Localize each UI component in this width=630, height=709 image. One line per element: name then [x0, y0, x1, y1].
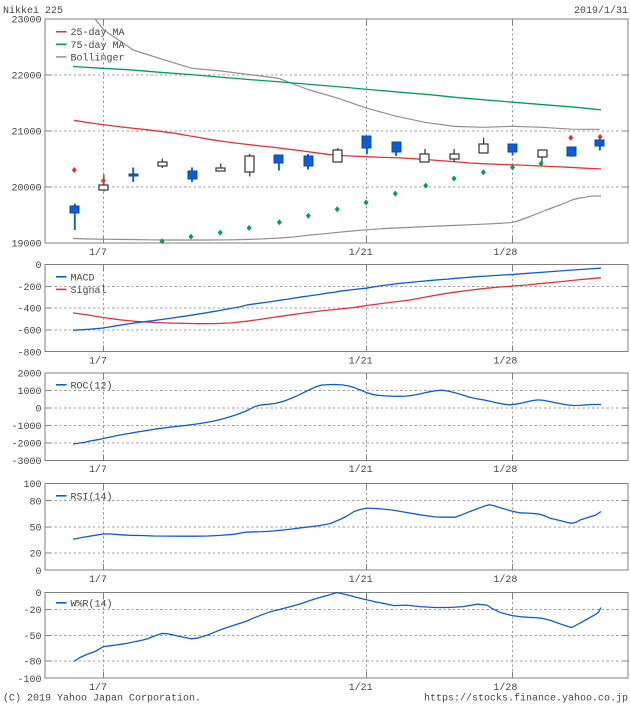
- svg-text:W%R(14): W%R(14): [71, 598, 113, 610]
- svg-text:1/28: 1/28: [493, 574, 517, 586]
- svg-text:-400: -400: [17, 305, 41, 316]
- svg-text:75-day MA: 75-day MA: [71, 40, 125, 52]
- svg-text:MACD: MACD: [71, 273, 95, 284]
- svg-text:Nikkei 225: Nikkei 225: [3, 5, 63, 17]
- svg-text:100: 100: [23, 480, 41, 491]
- svg-text:1/7: 1/7: [89, 247, 107, 259]
- svg-text:0: 0: [35, 567, 41, 578]
- svg-text:ROC(12): ROC(12): [71, 380, 113, 392]
- svg-text:-200: -200: [17, 283, 41, 294]
- svg-text:20: 20: [29, 549, 41, 560]
- svg-text:-100: -100: [17, 675, 41, 686]
- svg-text:1/28: 1/28: [493, 682, 517, 694]
- svg-text:(C) 2019 Yahoo Japan Corporati: (C) 2019 Yahoo Japan Corporation.: [3, 693, 201, 705]
- svg-text:1/28: 1/28: [493, 247, 517, 259]
- svg-text:25-day MA: 25-day MA: [71, 27, 125, 39]
- svg-text:1/7: 1/7: [89, 356, 107, 368]
- svg-text:-3000: -3000: [11, 457, 41, 468]
- svg-text:1/21: 1/21: [349, 356, 373, 368]
- svg-text:0: 0: [35, 405, 41, 416]
- svg-text:1/7: 1/7: [89, 682, 107, 694]
- svg-text:1/21: 1/21: [349, 574, 373, 586]
- svg-text:-1000: -1000: [11, 422, 41, 433]
- svg-text:-2000: -2000: [11, 439, 41, 450]
- svg-text:2000: 2000: [17, 370, 41, 381]
- svg-text:-600: -600: [17, 327, 41, 338]
- svg-text:-20: -20: [23, 606, 41, 617]
- svg-text:Signal: Signal: [71, 285, 107, 297]
- svg-text:1000: 1000: [17, 387, 41, 398]
- svg-text:1/7: 1/7: [89, 574, 107, 586]
- svg-text:23000: 23000: [11, 16, 41, 27]
- svg-text:RSI(14): RSI(14): [71, 491, 113, 503]
- svg-text:1/21: 1/21: [349, 464, 373, 476]
- svg-text:0: 0: [35, 261, 41, 272]
- svg-text:-800: -800: [17, 348, 41, 359]
- svg-text:19000: 19000: [11, 240, 41, 251]
- svg-text:1/21: 1/21: [349, 247, 373, 259]
- svg-text:Bollinger: Bollinger: [71, 52, 125, 64]
- svg-text:https://stocks.finance.yahoo.c: https://stocks.finance.yahoo.co.jp: [424, 693, 628, 705]
- svg-text:0: 0: [35, 589, 41, 600]
- svg-text:2019/1/31: 2019/1/31: [574, 5, 628, 17]
- svg-text:50: 50: [29, 523, 41, 534]
- svg-text:1/28: 1/28: [493, 356, 517, 368]
- svg-text:-80: -80: [23, 658, 41, 669]
- svg-text:22000: 22000: [11, 72, 41, 83]
- svg-text:80: 80: [29, 497, 41, 508]
- svg-text:21000: 21000: [11, 128, 41, 139]
- svg-text:-50: -50: [23, 632, 41, 643]
- svg-text:20000: 20000: [11, 184, 41, 195]
- svg-text:1/28: 1/28: [493, 464, 517, 476]
- svg-text:1/7: 1/7: [89, 464, 107, 476]
- svg-text:1/21: 1/21: [349, 682, 373, 694]
